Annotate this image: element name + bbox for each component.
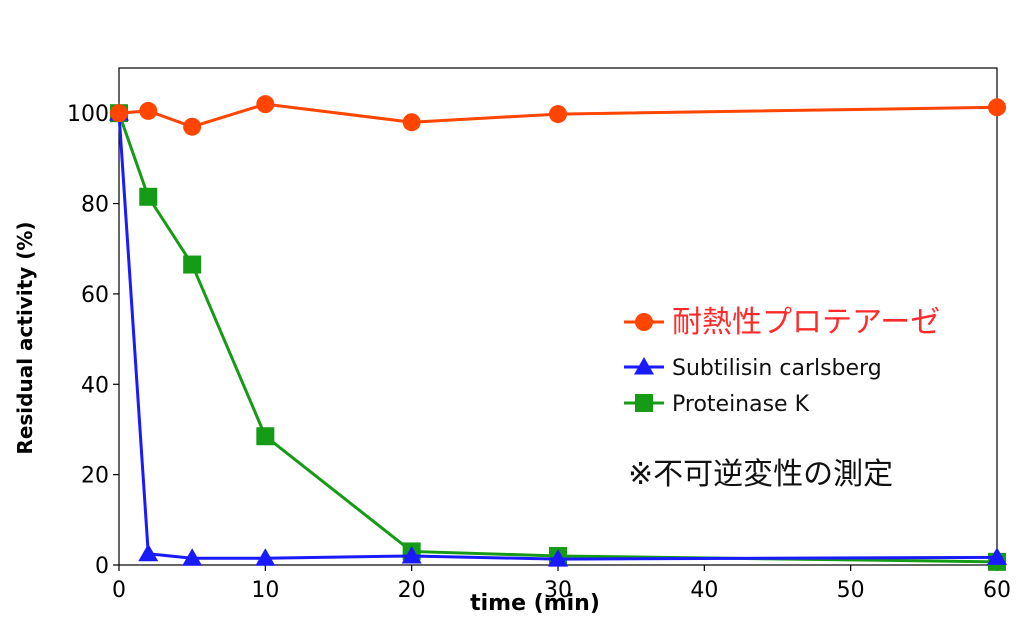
- legend-item: Proteinase K: [624, 392, 810, 417]
- x-tick-label: 10: [251, 578, 279, 603]
- data-point-square: [256, 427, 275, 446]
- data-point-square: [139, 187, 158, 206]
- data-point-circle: [988, 98, 1006, 117]
- data-point-triangle: [255, 548, 276, 566]
- y-axis-ticks: 0 20 40 60 80 100: [67, 102, 119, 579]
- annotation-note: ※不可逆変性の測定: [628, 457, 893, 492]
- legend-label: Subtilisin carlsberg: [672, 356, 882, 381]
- legend-item: 耐熱性プロテアーゼ: [624, 305, 940, 340]
- data-point-square: [183, 255, 202, 274]
- legend-label: Proteinase K: [672, 392, 810, 417]
- data-point-triangle: [548, 549, 568, 567]
- data-point-triangle: [182, 548, 203, 566]
- x-axis-ticks: 0 10 20 30 40 50 60: [112, 565, 1011, 603]
- legend-item: Subtilisin carlsberg: [624, 356, 882, 381]
- x-tick-label: 40: [690, 578, 718, 603]
- series-circle: [110, 95, 1006, 136]
- x-axis-label: time (min): [470, 591, 600, 616]
- y-tick-label: 40: [81, 373, 109, 398]
- y-tick-label: 80: [81, 193, 109, 218]
- y-tick-label: 60: [81, 283, 109, 308]
- data-point-circle: [402, 113, 421, 132]
- data-point-circle: [139, 101, 158, 120]
- x-tick-label: 30: [544, 578, 572, 603]
- data-point-circle: [256, 95, 275, 114]
- series-layer: [109, 95, 1007, 571]
- data-point-triangle: [138, 543, 159, 562]
- x-tick-label: 0: [112, 578, 126, 603]
- y-tick-label: 0: [95, 554, 109, 579]
- data-point-circle: [549, 105, 567, 124]
- y-tick-label: 20: [81, 464, 109, 489]
- legend: 耐熱性プロテアーゼ Subtilisin carlsberg Proteinase …: [624, 305, 940, 417]
- legend-label: 耐熱性プロテアーゼ: [672, 305, 940, 340]
- data-point-circle: [110, 104, 128, 123]
- x-tick-label: 50: [837, 578, 865, 603]
- legend-marker-triangle: [634, 357, 654, 375]
- y-tick-label: 100: [67, 102, 109, 127]
- legend-marker-square: [635, 394, 653, 412]
- x-tick-label: 60: [983, 578, 1011, 603]
- x-tick-label: 20: [398, 578, 426, 603]
- data-point-triangle: [987, 547, 1007, 565]
- legend-marker-circle: [635, 313, 653, 331]
- data-point-circle: [183, 117, 202, 136]
- data-point-triangle: [401, 545, 422, 564]
- y-axis-label: Residual activity (%): [13, 221, 37, 454]
